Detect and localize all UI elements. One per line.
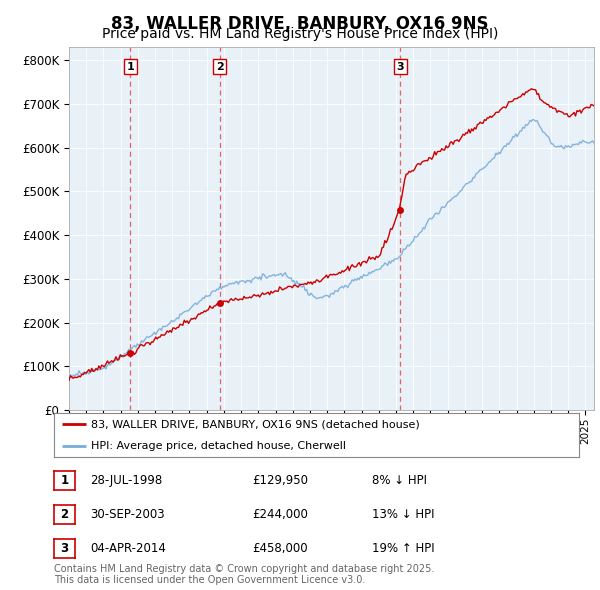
Text: 28-JUL-1998: 28-JUL-1998 <box>90 474 162 487</box>
Text: 8% ↓ HPI: 8% ↓ HPI <box>372 474 427 487</box>
Text: 83, WALLER DRIVE, BANBURY, OX16 9NS (detached house): 83, WALLER DRIVE, BANBURY, OX16 9NS (det… <box>91 419 419 429</box>
Text: 83, WALLER DRIVE, BANBURY, OX16 9NS: 83, WALLER DRIVE, BANBURY, OX16 9NS <box>111 15 489 33</box>
Text: £244,000: £244,000 <box>252 508 308 521</box>
Text: 30-SEP-2003: 30-SEP-2003 <box>90 508 164 521</box>
Text: 3: 3 <box>397 62 404 72</box>
Text: 04-APR-2014: 04-APR-2014 <box>90 542 166 555</box>
Text: 2: 2 <box>61 508 68 521</box>
Text: 1: 1 <box>61 474 68 487</box>
Text: 13% ↓ HPI: 13% ↓ HPI <box>372 508 434 521</box>
Text: £458,000: £458,000 <box>252 542 308 555</box>
Text: 2: 2 <box>216 62 223 72</box>
Text: 3: 3 <box>61 542 68 555</box>
Text: 19% ↑ HPI: 19% ↑ HPI <box>372 542 434 555</box>
Text: 1: 1 <box>127 62 134 72</box>
Text: £129,950: £129,950 <box>252 474 308 487</box>
Text: Price paid vs. HM Land Registry's House Price Index (HPI): Price paid vs. HM Land Registry's House … <box>102 27 498 41</box>
Text: HPI: Average price, detached house, Cherwell: HPI: Average price, detached house, Cher… <box>91 441 346 451</box>
Text: Contains HM Land Registry data © Crown copyright and database right 2025.
This d: Contains HM Land Registry data © Crown c… <box>54 563 434 585</box>
